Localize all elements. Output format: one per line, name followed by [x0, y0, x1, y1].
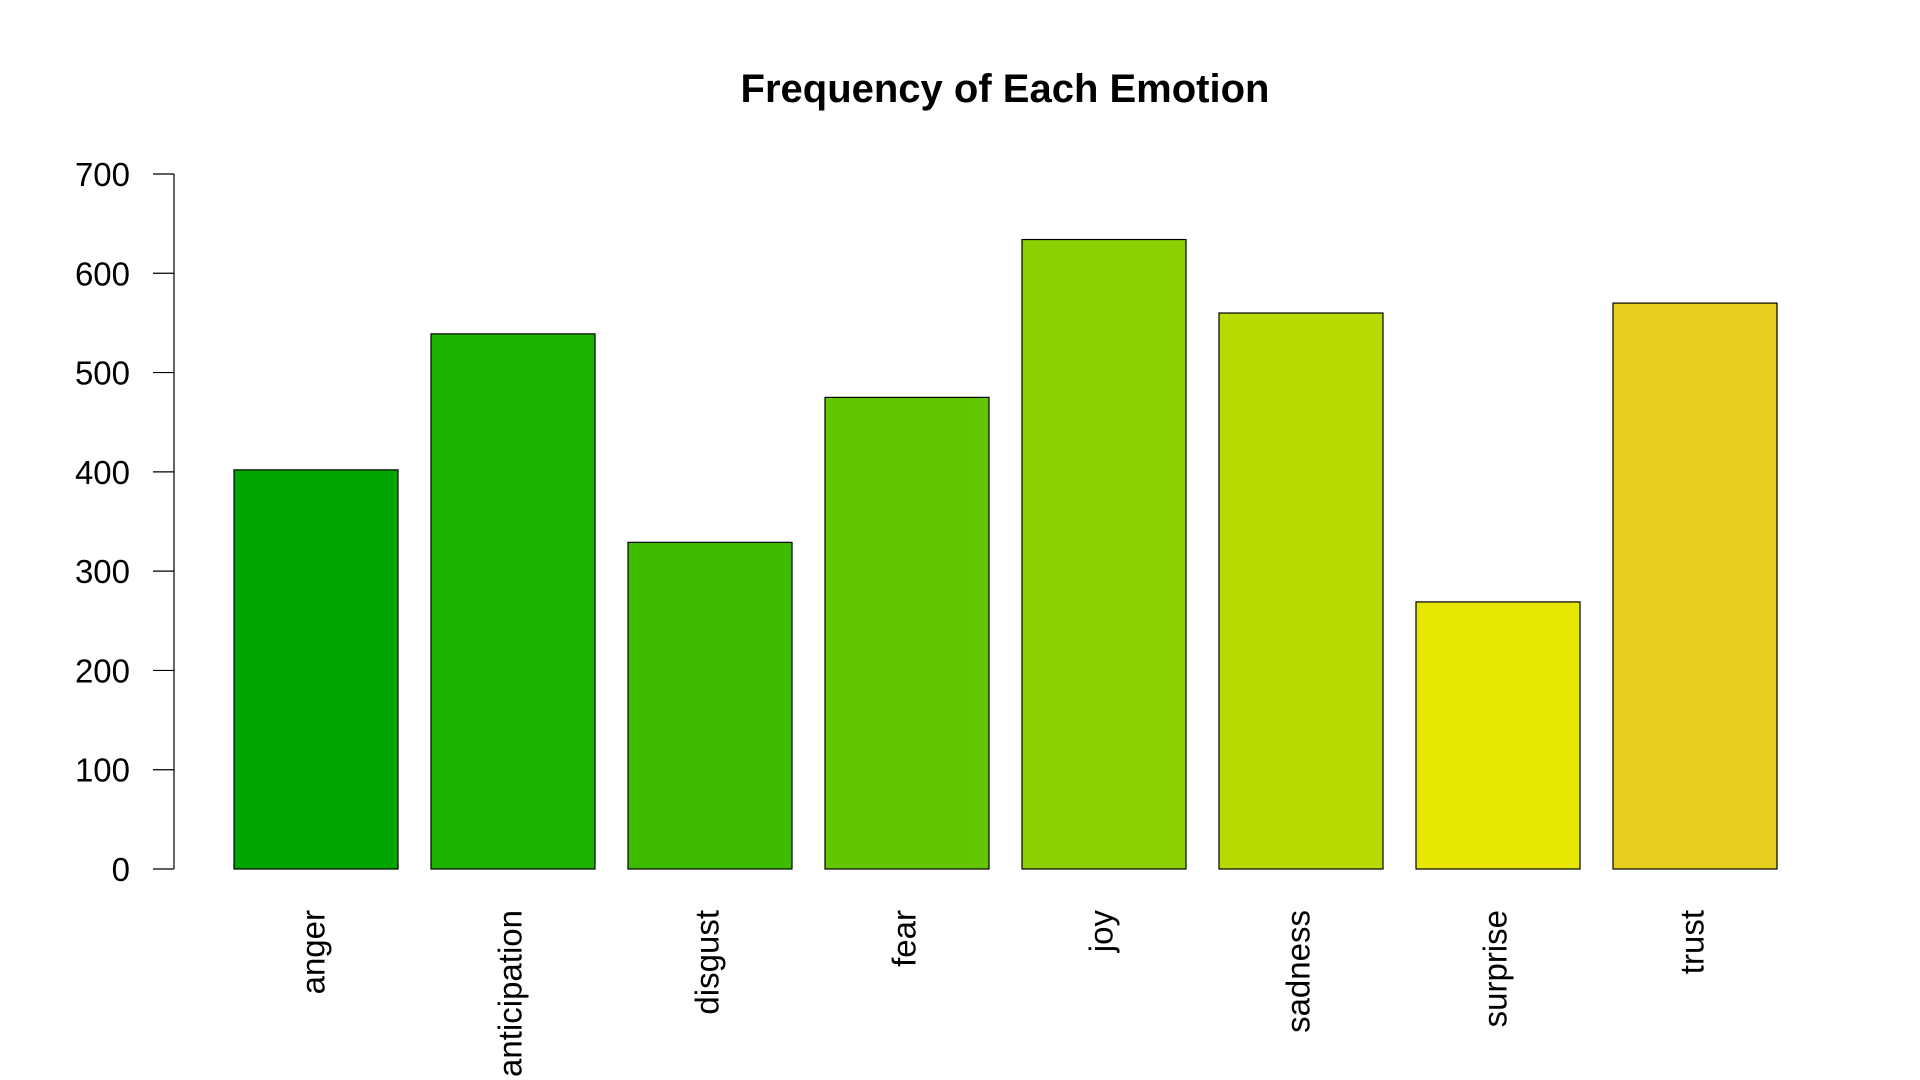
- bar-anger: [233, 469, 399, 870]
- y-axis: 0 100 200 300 400 500 600 700: [75, 156, 175, 888]
- y-tick-label: 500: [75, 355, 130, 392]
- bar-surprise: [1415, 601, 1581, 870]
- bar-sadness: [1218, 312, 1384, 870]
- bar-disgust: [627, 541, 793, 870]
- bar-trust: [1612, 302, 1778, 870]
- y-tick-label: 700: [75, 156, 130, 193]
- y-tick-label: 400: [75, 454, 130, 491]
- x-tick-label-trust: trust: [1674, 910, 1711, 974]
- y-tick-label: 600: [75, 255, 130, 292]
- x-tick-label-anticipation: anticipation: [492, 910, 529, 1077]
- chart-title: Frequency of Each Emotion: [741, 67, 1270, 111]
- x-tick-label-sadness: sadness: [1280, 910, 1317, 1033]
- x-tick-label-anger: anger: [295, 910, 332, 994]
- x-tick-label-fear: fear: [886, 910, 923, 967]
- bars: [233, 238, 1778, 870]
- bar-anticipation: [430, 333, 596, 870]
- x-tick-label-disgust: disgust: [689, 910, 726, 1015]
- x-tick-label-joy: joy: [1083, 910, 1120, 954]
- bar-fear: [824, 396, 990, 870]
- y-tick-label: 0: [112, 851, 130, 888]
- bar-joy: [1021, 238, 1187, 870]
- y-tick-label: 200: [75, 652, 130, 689]
- x-axis-labels: anger anticipation disgust fear joy sadness su…: [295, 910, 1711, 1077]
- y-tick-label: 300: [75, 553, 130, 590]
- y-tick-label: 100: [75, 752, 130, 789]
- x-tick-label-surprise: surprise: [1477, 910, 1514, 1027]
